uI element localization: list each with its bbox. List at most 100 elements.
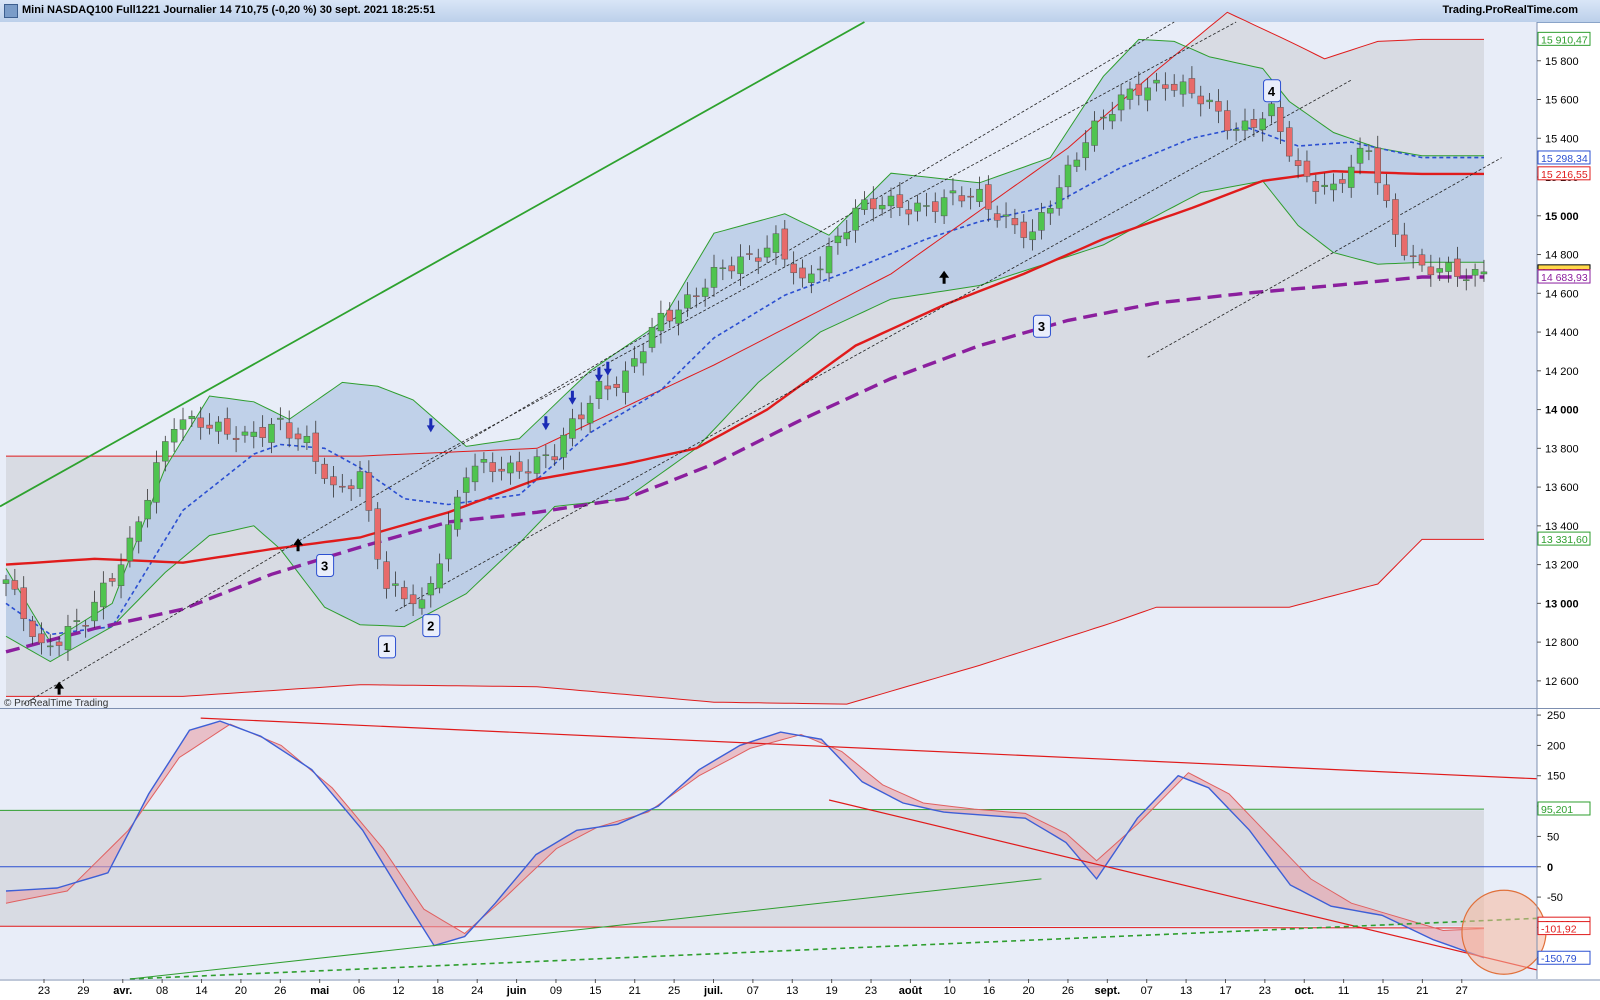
y-tick-label: 13 800	[1545, 443, 1579, 455]
candle-body	[1294, 160, 1302, 166]
macd-bollinger-fill	[0, 810, 1484, 927]
candle-body	[1356, 147, 1364, 164]
candle-body	[206, 424, 213, 429]
price-marker-box	[1537, 264, 1591, 279]
macd-y-tick-label: -150	[1547, 953, 1569, 965]
macd-price-marker: -101,92	[1537, 921, 1591, 936]
candle-body	[675, 309, 682, 324]
macd-legend: MACD (9 19 6) Bollinger (130 3)	[0, 709, 197, 725]
annotation-label: 4	[1268, 84, 1276, 99]
price-marker-box	[1537, 950, 1591, 965]
candle-body	[153, 462, 160, 503]
annotation-box: 1	[378, 635, 397, 659]
candle-body	[1232, 129, 1240, 131]
candle-body	[940, 197, 948, 217]
macd-price-marker: 95,201	[1537, 801, 1591, 816]
legend-item-bollinger-20[interactable]: Bollinger (20 2)	[40, 23, 136, 39]
macd-panel-bg	[0, 709, 1537, 979]
legend-item-bollinger-100[interactable]: Bollinger (100 2)	[205, 23, 307, 39]
candle-body	[861, 199, 868, 210]
annotation-label: 2	[427, 619, 434, 634]
x-tick-label: 26	[1062, 985, 1074, 997]
candle-body	[471, 465, 479, 483]
annotation-box: 3	[1032, 314, 1051, 338]
price-marker-label: 13 331,60	[1541, 534, 1588, 546]
candle-body	[170, 429, 178, 443]
y-tick-label: 15 200	[1545, 172, 1579, 184]
candle-body	[560, 434, 567, 458]
candle-body	[1179, 81, 1187, 95]
macd-panel[interactable]	[0, 717, 1547, 980]
candle-body	[524, 471, 532, 474]
down-arrow-icon	[541, 416, 550, 431]
candle-body	[339, 485, 346, 488]
candle-body	[1109, 114, 1116, 122]
x-tick-label: 11	[1338, 985, 1349, 997]
macd-y-tick-label: 250	[1547, 710, 1565, 722]
price-marker-label: -150,79	[1541, 953, 1577, 965]
price-marker: 13 331,60	[1537, 531, 1591, 546]
candle-body	[985, 184, 992, 210]
candle-body	[1383, 184, 1390, 201]
candle-body	[1029, 231, 1036, 241]
candle-body	[383, 561, 390, 589]
candle-body	[1374, 147, 1381, 184]
candle-body	[1002, 214, 1010, 217]
candle-body	[648, 327, 656, 348]
macd-bollinger-lower	[0, 925, 1484, 929]
highlight-circle	[1461, 889, 1547, 975]
legend-swatch-icon	[140, 26, 149, 36]
legend-swatch-icon	[3, 712, 11, 722]
candle-body	[896, 194, 904, 208]
candle-body	[799, 267, 806, 279]
candle-body	[135, 521, 142, 542]
y-tick-label: 14 800	[1545, 250, 1579, 262]
macd-price-marker: -94,633	[1537, 916, 1591, 931]
macd-line	[5, 720, 1485, 959]
candle-body	[1392, 199, 1399, 235]
candle-body	[427, 582, 435, 596]
candle-body	[533, 456, 541, 474]
bollinger-100-fill	[6, 12, 1484, 705]
trendline-channel-3	[421, 21, 1237, 465]
price-marker: 14 683,93	[1537, 269, 1591, 284]
legend-item-sma-50[interactable]: SMA (50)	[137, 23, 204, 39]
candle-body	[1241, 120, 1249, 131]
legend-item-bollinger-130[interactable]: Bollinger (130 3)	[95, 709, 197, 725]
legend-swatch-icon	[43, 26, 52, 36]
legend-swatch-icon	[208, 26, 217, 36]
macd-trendline-top	[200, 717, 1538, 780]
candle-body	[1215, 101, 1222, 112]
x-tick-label: 12	[392, 985, 404, 997]
x-tick-label: 09	[550, 985, 562, 997]
candle-body	[737, 256, 744, 274]
candle-body	[1321, 184, 1328, 187]
y-tick-label: 14 200	[1545, 366, 1579, 378]
candle-body	[1117, 94, 1125, 111]
macd-y-tick-label: 200	[1547, 740, 1565, 752]
candle-body	[277, 417, 284, 420]
candle-body	[38, 633, 45, 644]
x-tick-label: 15	[1377, 985, 1389, 997]
legend-item-macd[interactable]: MACD (9 19 6)	[0, 709, 94, 725]
candle-body	[622, 370, 629, 393]
candle-body	[1339, 179, 1346, 184]
candle-body	[64, 626, 72, 651]
macd-trendline-dashed	[129, 917, 1538, 980]
main-panel[interactable]: 1 2 3 3 4	[0, 11, 1502, 705]
candle-body	[843, 232, 850, 240]
sma-50-line	[5, 169, 1484, 566]
candle-body	[1126, 88, 1134, 100]
candle-body	[1091, 120, 1098, 146]
candle-body	[312, 432, 319, 462]
candle-body	[436, 563, 443, 589]
price-marker-label: 15 910,47	[1541, 34, 1588, 46]
candle-body	[1162, 84, 1169, 89]
x-tick-label: 27	[1456, 985, 1468, 997]
chart-window-icon	[4, 4, 18, 18]
up-arrow-icon	[939, 270, 950, 284]
legend-item-price[interactable]: Prix	[0, 23, 39, 39]
candle-body	[1454, 258, 1461, 277]
